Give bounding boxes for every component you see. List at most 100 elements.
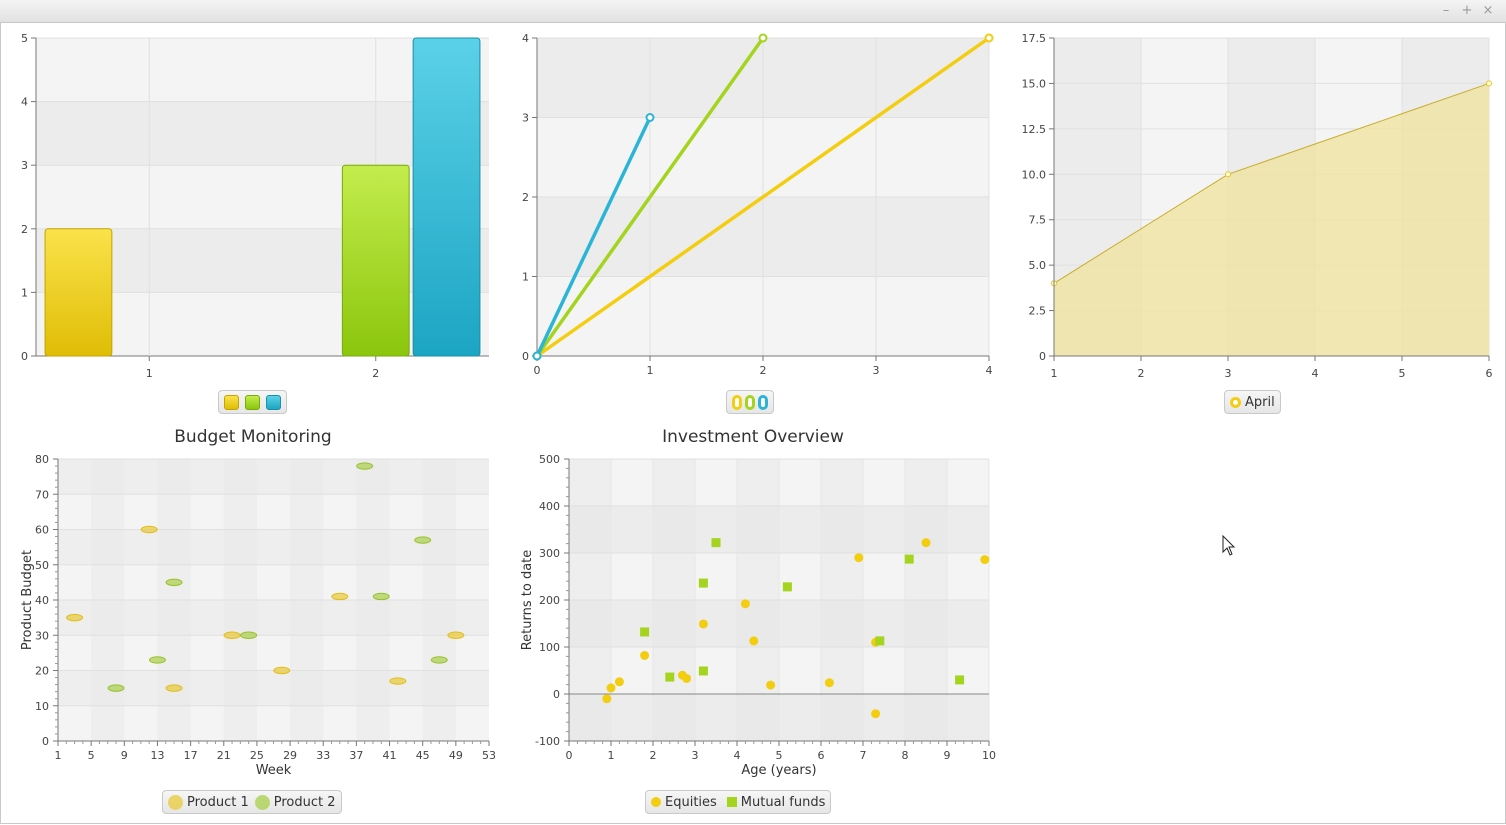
plot-band (58, 670, 489, 706)
x-tick-label: 17 (184, 749, 198, 762)
x-axis-label: Age (years) (741, 763, 816, 778)
x-tick-label: 45 (416, 749, 430, 762)
bar (412, 37, 481, 357)
equities-point (682, 673, 692, 683)
y-tick-label: 500 (539, 453, 560, 466)
bubble-chart: 0 10 20 30 40 50 60 70 80 1 5 9 13 17 21 25 29 33 37 41 45 49… (20, 453, 496, 778)
area-chart: 0 2.5 5.0 7.5 10.0 12.5 15.0 17.5 1 2 3 4 5 6 (1022, 32, 1493, 380)
minimize-button[interactable]: – (1442, 3, 1450, 18)
x-tick-label: 3 (692, 749, 699, 762)
bubble (273, 666, 291, 675)
equities-point (614, 677, 624, 687)
bubble (389, 677, 407, 685)
equities-point (640, 650, 650, 660)
bubble (372, 592, 390, 601)
legend-symbol (726, 797, 737, 807)
equities-point (854, 553, 864, 563)
y-axis-label: Product Budget (20, 550, 35, 650)
x-tick-label: 4 (986, 364, 993, 377)
y-tick-label: 12.5 (1022, 123, 1047, 136)
mutual-funds-point (640, 627, 650, 637)
chart-title-budget: Budget Monitoring (174, 427, 332, 447)
bubble (240, 631, 258, 639)
bubble (447, 631, 465, 639)
y-tick-label: 70 (35, 488, 49, 501)
y-tick-label: 10.0 (1022, 168, 1047, 181)
legend-label: Product 2 (273, 794, 336, 810)
bar-chart: 0 1 2 3 4 5 1 2 (21, 32, 489, 380)
mutual-funds-point (698, 666, 708, 676)
equities-point (766, 680, 776, 690)
y-tick-label: 1 (21, 286, 28, 299)
equities-point (921, 538, 931, 548)
y-tick-label: 0 (21, 350, 28, 363)
y-tick-label: 100 (539, 641, 560, 654)
x-tick-label: 37 (349, 749, 363, 762)
legend-symbol (254, 794, 270, 810)
legend-swatch-line-2 (745, 394, 755, 410)
x-tick-label: 1 (55, 749, 62, 762)
x-tick-label: 21 (217, 749, 231, 762)
x-tick-label: 8 (902, 749, 909, 762)
data-point (532, 351, 542, 361)
x-tick-label: 0 (566, 749, 573, 762)
bubble (331, 592, 349, 601)
x-tick-label: 41 (383, 749, 397, 762)
x-tick-label: 4 (734, 749, 741, 762)
bar (44, 228, 113, 357)
legend-item-april: April (1230, 395, 1275, 410)
bar-chart-legend (218, 390, 287, 414)
bubble (356, 462, 374, 470)
y-tick-label: 4 (21, 96, 28, 109)
y-tick-label: 3 (21, 159, 28, 172)
x-tick-label: 4 (1312, 367, 1319, 380)
x-tick-label: 6 (1486, 367, 1493, 380)
equities-point (740, 599, 750, 609)
y-axis-label: Returns to date (520, 550, 535, 651)
y-tick-label: 400 (539, 500, 560, 513)
x-tick-label: 10 (982, 749, 996, 762)
x-tick-label: 49 (449, 749, 463, 762)
x-tick-label: 2 (372, 367, 379, 380)
series-line (535, 116, 652, 357)
series-line (535, 36, 765, 358)
x-tick-label: 53 (482, 749, 496, 762)
x-tick-label: 25 (250, 749, 264, 762)
equities-point (824, 678, 834, 688)
bubble (414, 536, 432, 544)
x-tick-label: 1 (608, 749, 615, 762)
y-tick-label: 7.5 (1029, 214, 1047, 227)
mutual-funds-point (904, 554, 914, 564)
bubble (430, 656, 448, 664)
x-tick-label: 13 (150, 749, 164, 762)
x-tick-label: 3 (873, 364, 880, 377)
y-tick-label: 60 (35, 524, 49, 537)
y-tick-label: 3 (522, 112, 529, 125)
y-tick-label: 2.5 (1029, 305, 1047, 318)
y-tick-label: 17.5 (1022, 32, 1047, 45)
y-tick-label: 15.0 (1022, 77, 1047, 90)
equities-point (698, 619, 708, 629)
legend-label: Mutual funds (740, 794, 826, 810)
mutual-funds-point (665, 672, 675, 682)
maximize-button[interactable]: + (1461, 3, 1473, 18)
legend-label: Equities (665, 794, 717, 810)
mutual-funds-point (698, 578, 708, 588)
y-tick-label: 40 (35, 594, 49, 607)
window-titlebar: – + × (0, 0, 1506, 23)
area-fill (1054, 83, 1489, 356)
x-tick-label: 2 (650, 749, 657, 762)
close-button[interactable]: × (1482, 3, 1494, 18)
x-tick-label: 9 (121, 749, 128, 762)
y-tick-label: 2 (21, 223, 28, 236)
series-line (535, 36, 991, 358)
y-tick-label: 5 (21, 32, 28, 45)
mouse-cursor-icon (1222, 535, 1236, 556)
mutual-funds-point (875, 636, 885, 646)
x-tick-label: 2 (1138, 367, 1145, 380)
equities-point (871, 709, 881, 719)
y-tick-label: 5.0 (1029, 259, 1047, 272)
y-tick-label: 0 (522, 350, 529, 363)
bubble (223, 631, 241, 639)
legend-item-equities: Equities (651, 795, 717, 810)
